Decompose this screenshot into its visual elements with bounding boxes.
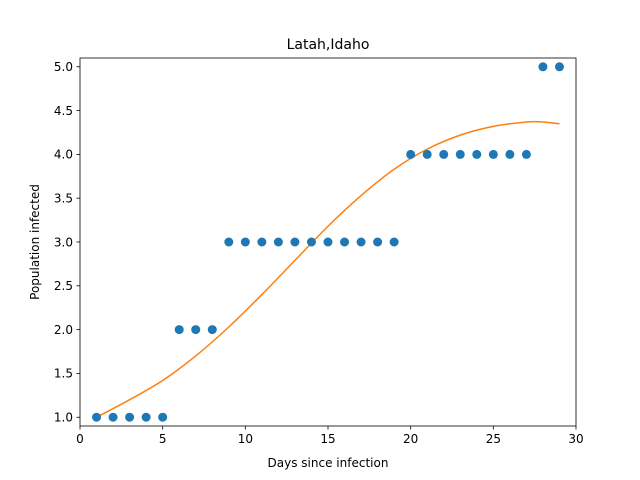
data-point	[406, 149, 416, 159]
data-point	[422, 149, 432, 159]
data-point	[340, 237, 350, 247]
data-point	[141, 412, 151, 422]
x-tick-label: 20	[403, 432, 418, 446]
y-tick-label: 3.5	[54, 191, 73, 205]
y-tick-label: 1.0	[54, 411, 73, 425]
data-point	[323, 237, 333, 247]
series-layer	[92, 62, 564, 422]
data-point	[472, 149, 482, 159]
data-point	[224, 237, 234, 247]
y-tick-label: 2.0	[54, 323, 73, 337]
y-tick-label: 4.0	[54, 148, 73, 162]
data-point	[125, 412, 135, 422]
x-tick-label: 0	[76, 432, 84, 446]
data-point	[158, 412, 168, 422]
x-tick-label: 30	[568, 432, 583, 446]
data-point	[191, 325, 201, 335]
y-tick-label: 3.0	[54, 235, 73, 249]
y-tick-label: 5.0	[54, 60, 73, 74]
y-axis: 1.0 1.5 2.0 2.5 3.0 3.5 4.0 4.5 5.0	[54, 60, 80, 425]
data-point	[356, 237, 366, 247]
data-point	[505, 149, 515, 159]
data-point	[240, 237, 250, 247]
y-tick-label: 2.5	[54, 279, 73, 293]
data-point	[273, 237, 283, 247]
x-tick-label: 5	[159, 432, 167, 446]
fit-line	[96, 120, 560, 418]
data-point	[538, 62, 548, 72]
x-axis-label: Days since infection	[268, 456, 389, 470]
y-tick-label: 1.5	[54, 367, 73, 381]
data-point	[455, 149, 465, 159]
x-tick-label: 25	[486, 432, 501, 446]
y-tick-label: 4.5	[54, 104, 73, 118]
data-point	[257, 237, 267, 247]
data-point	[92, 412, 102, 422]
data-point	[373, 237, 383, 247]
data-point	[488, 149, 498, 159]
x-axis: 0 5 10 15 20 25 30	[76, 426, 584, 446]
data-point	[521, 149, 531, 159]
data-point	[389, 237, 399, 247]
data-point	[306, 237, 316, 247]
data-point	[439, 149, 449, 159]
data-point	[108, 412, 118, 422]
data-point	[207, 325, 217, 335]
x-tick-label: 15	[320, 432, 335, 446]
data-point	[174, 325, 184, 335]
data-point	[290, 237, 300, 247]
y-axis-label: Population infected	[28, 184, 42, 300]
x-tick-label: 10	[238, 432, 253, 446]
data-point	[554, 62, 564, 72]
chart-title: Latah,Idaho	[287, 37, 370, 53]
